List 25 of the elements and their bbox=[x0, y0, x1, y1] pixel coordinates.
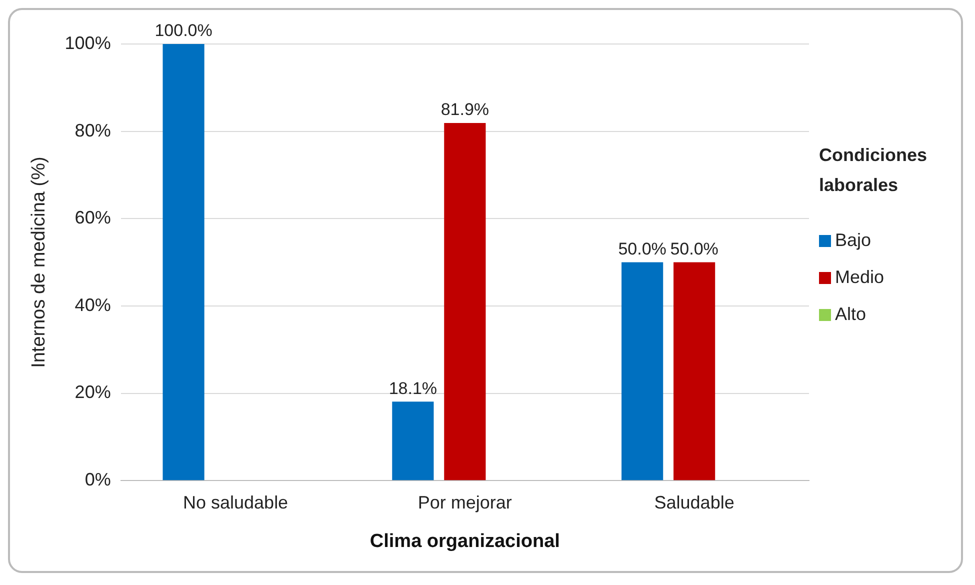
legend-title: Condiciones laborales bbox=[819, 144, 928, 197]
y-tick-label: 40% bbox=[74, 294, 111, 315]
bar bbox=[162, 44, 204, 480]
data-label: 50.0% bbox=[618, 239, 666, 258]
bar bbox=[444, 123, 486, 480]
y-tick-label: 20% bbox=[74, 382, 111, 402]
legend-label: Medio bbox=[835, 267, 884, 288]
y-tick-label: 80% bbox=[74, 120, 111, 140]
bar bbox=[622, 262, 664, 480]
data-label: 100.0% bbox=[154, 21, 212, 40]
bar bbox=[674, 262, 716, 480]
x-axis-title: Clima organizacional bbox=[370, 530, 560, 552]
legend-label: Bajo bbox=[835, 230, 872, 251]
legend-label: Alto bbox=[835, 304, 866, 325]
data-label: 50.0% bbox=[670, 239, 718, 258]
y-tick-label: 0% bbox=[84, 470, 111, 490]
y-tick-label: 60% bbox=[74, 208, 111, 228]
x-tick-label: No saludable bbox=[182, 492, 288, 512]
data-label: 81.9% bbox=[440, 100, 490, 120]
x-tick-label: Saludable bbox=[654, 492, 734, 512]
y-axis-title: Internos de medicina (%) bbox=[28, 156, 50, 368]
y-tick-label: 100% bbox=[64, 32, 111, 53]
x-tick-label: Por mejorar bbox=[418, 492, 512, 512]
bar bbox=[392, 402, 434, 480]
data-label: 18.1% bbox=[388, 378, 438, 398]
